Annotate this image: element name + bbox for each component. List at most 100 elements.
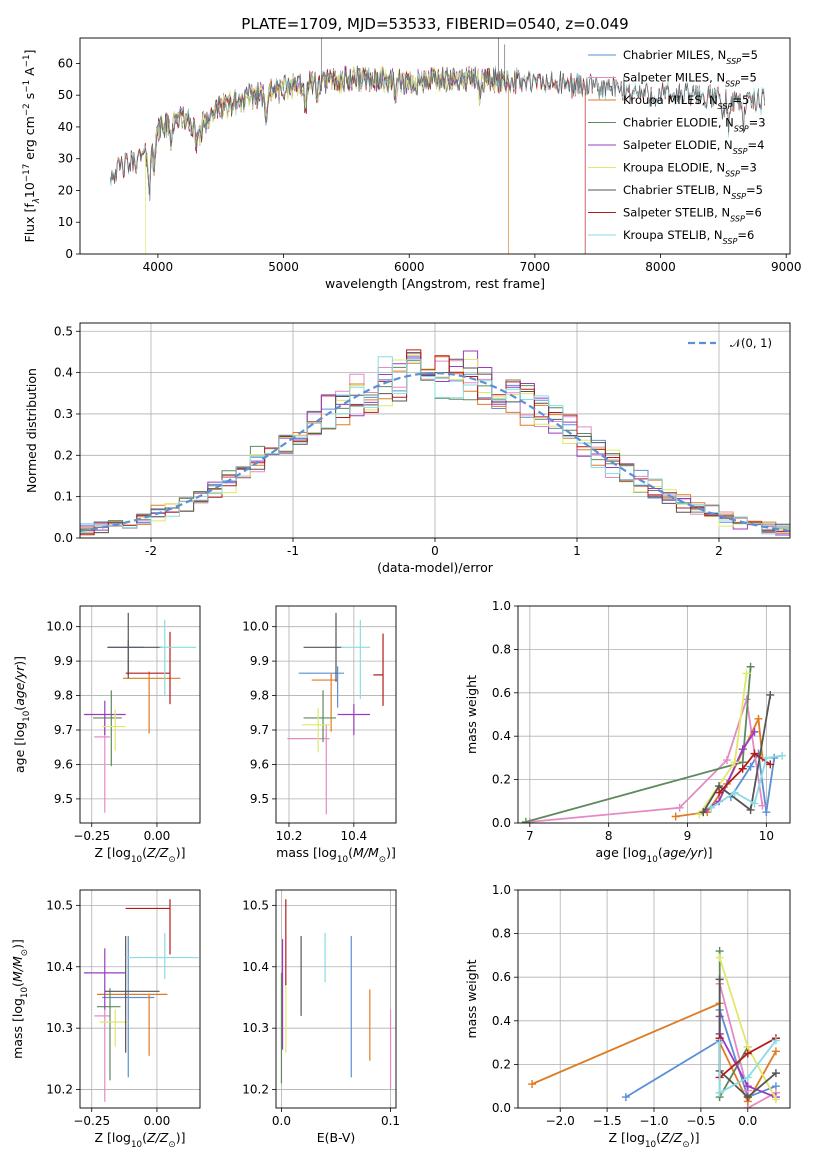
error-bar <box>340 619 371 699</box>
normal-curve <box>80 371 790 532</box>
plot-area <box>80 349 790 536</box>
y-axis-label: mass weight <box>464 675 479 754</box>
legend-text: =5 <box>740 71 757 85</box>
weight-marker <box>743 1082 752 1091</box>
y-tick-label: 1.0 <box>492 599 511 613</box>
legend-entry: 𝒩(0, 1) <box>730 336 772 350</box>
legend-sub: SSP <box>731 192 746 201</box>
label-part: 10 <box>22 182 37 198</box>
plot-area <box>521 662 787 823</box>
label-part: Z/Z <box>146 845 169 860</box>
x-axis-label: E(B-V) <box>317 1130 356 1145</box>
axes-residuals: -2 -1 0 1 2 0.0 0.1 0.2 0.3 0.4 0.5 (data-model)/er… <box>24 322 791 575</box>
legend-entry: Salpeter STELIB, NSSP=6 <box>623 206 762 224</box>
x-tick-label: 2 <box>715 544 723 558</box>
weight-marker <box>715 1088 724 1097</box>
label-part: −1 <box>22 80 32 93</box>
y-tick-label: 10.4 <box>242 960 269 974</box>
y-tick-label: 10.0 <box>46 620 73 634</box>
label-part: 10 <box>22 711 32 722</box>
x-tick-label: −2.0 <box>546 1114 575 1128</box>
weight-marker <box>743 1093 752 1102</box>
y-tick-label: 0.2 <box>492 1057 511 1071</box>
error-bar <box>125 631 171 705</box>
label-part: ⊙ <box>379 855 386 865</box>
weight-marker <box>771 1036 780 1045</box>
weight-marker <box>750 799 759 808</box>
legend-entry: Kroupa STELIB, NSSP=6 <box>623 228 754 246</box>
weight-marker <box>730 758 739 767</box>
y-tick-label: 0.0 <box>54 531 73 545</box>
y-tick-label: 0.6 <box>492 686 511 700</box>
label-part: −17 <box>22 164 32 182</box>
weight-marker <box>699 808 708 817</box>
y-tick-label: 9.6 <box>54 757 73 771</box>
label-part: 10 <box>647 855 658 865</box>
x-tick-label: 0 <box>431 544 439 558</box>
x-tick-label: -1 <box>287 544 299 558</box>
axes-frame <box>275 605 397 824</box>
error-bar <box>83 948 126 1010</box>
error-bar <box>159 619 197 696</box>
y-axis-label: Flux [fλ10−17 erg cm−2 s−1 A−1] <box>22 50 42 243</box>
error-bar <box>102 936 155 1078</box>
legend-text: Kroupa ELODIE, N <box>623 161 725 175</box>
axes-age_vs_Z: −0.25 0.009.59.69.79.89.910.0Z [log10(Z/Z… <box>12 605 201 865</box>
legend-text: Chabrier ELODIE, N <box>623 116 734 130</box>
x-tick-label: 10.2 <box>276 829 303 843</box>
label-part: ( <box>658 845 663 860</box>
weight-marker <box>758 801 767 810</box>
weight-marker <box>715 975 724 984</box>
y-tick-label: 0.4 <box>54 366 73 380</box>
y-tick-label: 9.7 <box>54 723 73 737</box>
axes-frame <box>79 889 201 1109</box>
y-tick-label: 50 <box>58 88 73 102</box>
spectrum-line <box>109 65 586 254</box>
weight-marker <box>771 1095 780 1104</box>
legend-sub: SSP <box>725 169 740 178</box>
label-part: )] <box>176 845 186 860</box>
weight-line <box>718 979 777 1099</box>
x-axis-label: age [log10(age/yr)] <box>595 845 712 865</box>
histogram-step <box>80 352 790 534</box>
weight-marker <box>750 727 759 736</box>
weight-marker <box>766 690 775 699</box>
weight-marker <box>722 756 731 765</box>
y-tick-label: 0.0 <box>492 816 511 830</box>
weight-marker <box>521 817 530 823</box>
error-bar <box>104 936 160 1053</box>
legend-text: =6 <box>745 206 762 220</box>
legend-sub: SSP <box>734 124 749 133</box>
histogram-step <box>80 356 790 535</box>
error-bar <box>303 690 336 743</box>
legend-entry: Salpeter ELODIE, NSSP=4 <box>623 138 764 156</box>
legend-text: Salpeter STELIB, N <box>623 206 730 220</box>
legend-entry: Chabrier STELIB, NSSP=5 <box>623 183 763 201</box>
y-tick-label: 9.9 <box>54 654 73 668</box>
error-bar <box>125 932 199 980</box>
x-axis-label: mass [log10(M/M⊙)] <box>276 845 396 865</box>
y-tick-label: 0.1 <box>54 490 73 504</box>
legend-text: =5 <box>741 48 758 62</box>
legend-entry: Chabrier ELODIE, NSSP=3 <box>623 116 766 134</box>
label-part: −2 <box>22 103 32 116</box>
label-part: )] <box>12 656 27 666</box>
figure-title: PLATE=1709, MJD=53533, FIBERID=0540, z=0… <box>241 15 628 33</box>
x-tick-label: 10 <box>759 829 774 843</box>
x-tick-label: −0.25 <box>73 1114 110 1128</box>
y-axis-label: age [log10(age/yr)] <box>12 656 32 773</box>
y-tick-label: 0.3 <box>54 407 73 421</box>
x-tick-label: −1.5 <box>593 1114 622 1128</box>
weight-marker <box>715 788 724 797</box>
y-tick-label: 0 <box>65 247 73 261</box>
error-bar <box>94 1009 110 1102</box>
legend-text: Chabrier MILES, N <box>623 48 726 62</box>
label-part: Z [log <box>95 845 131 860</box>
label-part: )] <box>176 1130 186 1145</box>
label-part: ⊙ <box>682 1140 689 1150</box>
x-tick-label: 0.0 <box>738 1114 757 1128</box>
weight-marker <box>743 1073 752 1082</box>
